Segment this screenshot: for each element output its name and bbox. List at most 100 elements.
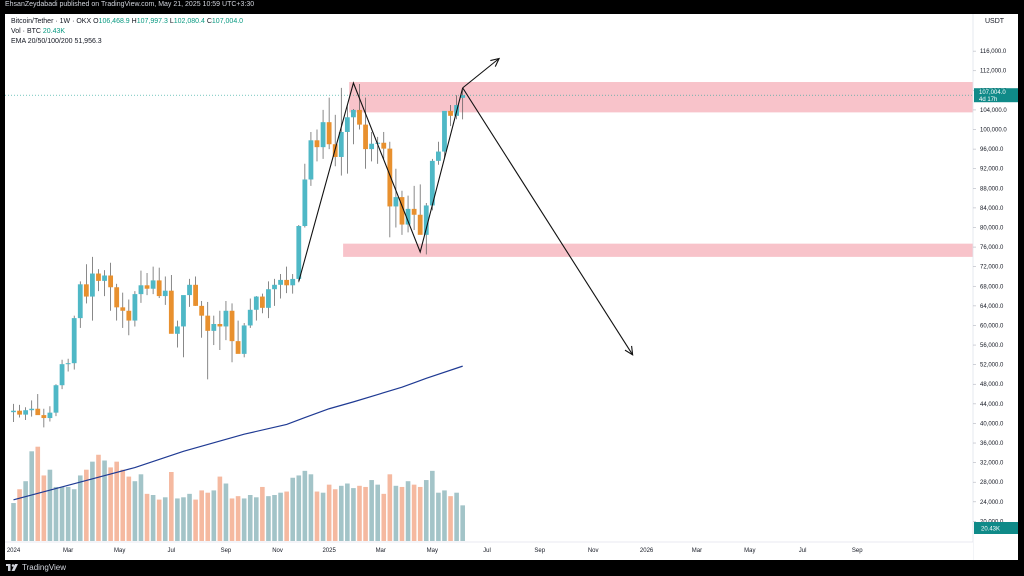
- volume-bar: [144, 493, 150, 541]
- volume-bar: [59, 486, 65, 541]
- candle-body: [217, 323, 223, 327]
- volume-bar: [169, 472, 174, 541]
- x-tick-label: Sep: [852, 548, 863, 554]
- candle-body: [114, 287, 120, 308]
- x-tick-label: Mar: [692, 548, 702, 554]
- volume-bar: [332, 489, 338, 541]
- y-tick-label: 28,000.0: [980, 480, 1004, 486]
- volume-bar: [442, 490, 447, 541]
- volume-badge-value: 20.43K: [981, 527, 1000, 533]
- candle-body: [211, 323, 217, 331]
- volume-bar: [381, 493, 387, 541]
- arrow-up-shaft: [462, 58, 500, 89]
- legend-ema-label: EMA 20/50/100/200: [11, 38, 73, 45]
- volume-bar: [235, 496, 241, 541]
- candle-body: [344, 117, 350, 132]
- candle-body: [387, 148, 393, 207]
- volume-bar: [17, 489, 22, 541]
- x-tick-label: May: [744, 548, 755, 554]
- y-tick-label: 24,000.0: [980, 500, 1004, 506]
- y-tick-label: 68,000.0: [980, 284, 1004, 290]
- y-tick-label: 104,000.0: [980, 108, 1007, 114]
- volume-bar: [241, 498, 247, 541]
- volume-bar: [290, 477, 296, 541]
- volume-bar: [254, 497, 259, 541]
- x-tick-label: 2024: [7, 548, 21, 554]
- y-tick-label: 80,000.0: [980, 225, 1004, 231]
- volume-bar: [357, 485, 362, 541]
- y-tick-label: 48,000.0: [980, 382, 1004, 388]
- y-tick-label: 92,000.0: [980, 167, 1004, 173]
- volume-bar: [423, 480, 429, 541]
- tradingview-brand[interactable]: TradingView: [6, 563, 66, 572]
- candle-body: [35, 408, 41, 416]
- candle-body: [126, 310, 132, 321]
- volume-bar: [448, 496, 453, 541]
- x-tick-label: Nov: [588, 548, 599, 554]
- candle-body: [77, 284, 83, 319]
- candle-body: [448, 110, 453, 116]
- y-tick-label: 32,000.0: [980, 461, 1004, 467]
- candle-body: [290, 278, 296, 286]
- candle-body: [29, 408, 35, 411]
- volume-bar: [460, 505, 465, 541]
- candle-body: [405, 208, 411, 225]
- chart-canvas[interactable]: 20,000.024,000.028,000.032,000.036,000.0…: [5, 14, 1018, 560]
- candle-body: [314, 140, 320, 148]
- candle-body: [96, 273, 101, 281]
- candle-body: [168, 290, 174, 334]
- candle-body: [132, 294, 138, 321]
- legend-close-value: 107,004.0: [211, 18, 244, 25]
- legend-volume-row: Vol · BTC 20.43K: [11, 27, 243, 37]
- candle-body: [83, 284, 89, 297]
- candle-body: [247, 309, 253, 326]
- candle-body: [205, 315, 211, 331]
- volume-bar: [411, 484, 417, 541]
- currency-label[interactable]: USDT: [985, 18, 1005, 25]
- volume-bar: [296, 475, 302, 541]
- candle-body: [241, 325, 247, 354]
- legend-close-key: C: [206, 18, 212, 25]
- candle-body: [351, 109, 356, 118]
- y-tick-label: 64,000.0: [980, 304, 1004, 310]
- volume-bar: [229, 498, 235, 541]
- volume-bar: [320, 492, 326, 541]
- volume-bar: [454, 492, 459, 541]
- y-tick-label: 116,000.0: [980, 49, 1007, 55]
- volume-bar: [387, 474, 393, 541]
- volume-bar: [150, 495, 156, 541]
- brand-name: TradingView: [22, 563, 67, 572]
- legend-symbol: Bitcoin/Tether · 1W · OKX: [11, 18, 92, 25]
- y-tick-label: 100,000.0: [980, 128, 1007, 134]
- volume-bar: [156, 499, 162, 541]
- legend-volume-value: 20.43K: [42, 28, 66, 35]
- volume-bar: [436, 492, 441, 541]
- volume-bar: [399, 486, 405, 541]
- arrow-down-shaft: [462, 87, 634, 356]
- volume-layer: [11, 446, 465, 541]
- volume-bar: [260, 486, 265, 541]
- candle-body: [181, 295, 186, 327]
- candle-body: [156, 280, 162, 297]
- chart-frame[interactable]: 20,000.024,000.028,000.032,000.036,000.0…: [5, 14, 1018, 560]
- candle-body: [442, 110, 447, 152]
- candle-body: [460, 95, 466, 98]
- pattern-line: [298, 81, 464, 282]
- volume-bar: [96, 454, 101, 541]
- candle-body: [284, 279, 290, 286]
- candle-body: [363, 124, 368, 150]
- volume-bar: [132, 481, 138, 541]
- candle-body: [259, 296, 265, 308]
- x-tick-label: Jul: [167, 548, 175, 554]
- candle-body: [199, 305, 205, 316]
- y-tick-label: 60,000.0: [980, 323, 1004, 329]
- volume-bar: [84, 469, 89, 541]
- price-axis: 20,000.024,000.028,000.032,000.036,000.0…: [972, 14, 1018, 560]
- y-tick-label: 56,000.0: [980, 343, 1004, 349]
- volume-bar: [272, 495, 277, 541]
- y-tick-label: 36,000.0: [980, 441, 1004, 447]
- candle-body: [150, 280, 156, 289]
- volume-bar: [369, 480, 374, 541]
- legend-high-key: H: [131, 18, 137, 25]
- volume-bar: [138, 474, 144, 541]
